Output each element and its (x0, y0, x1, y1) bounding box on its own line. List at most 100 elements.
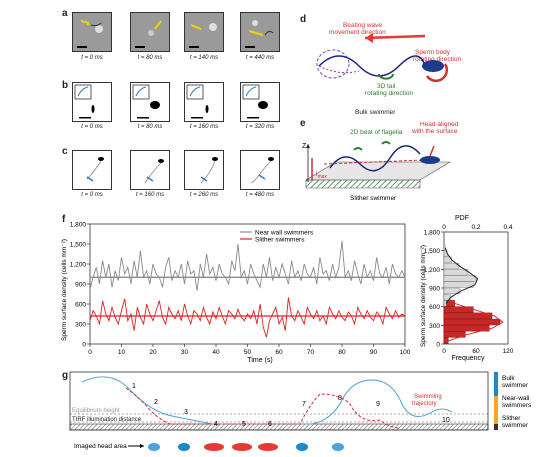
panel-d-diagram: Beating wave movement direction Sperm bo… (316, 22, 461, 97)
time-label-b-3: t = 160 ms (189, 124, 219, 130)
imaged-head-marker (178, 443, 190, 451)
hist-ytick-label: 1,500 (424, 248, 441, 255)
trace-c-2 (130, 150, 170, 190)
trajectory-step-2: 2 (154, 399, 158, 406)
time-label-c-3: t = 260 ms (189, 192, 219, 198)
trace-b-4 (240, 82, 280, 122)
swimming-trajectory (125, 387, 401, 429)
ts-xtick-label: 20 (149, 349, 157, 356)
micrograph-a-1 (72, 12, 112, 52)
trajectory-step-5: 5 (242, 421, 246, 428)
lmax-label: lmax (316, 171, 327, 180)
hist-pdf-tick-label: 0 (442, 224, 446, 231)
beating-wave-label-2: movement direction (329, 29, 386, 36)
imaged-head-label: Imaged head area (74, 443, 127, 450)
panel-e-diagram: Bulk swimmer Head aligned with the surfa… (302, 109, 459, 202)
panel-label-e: e (300, 118, 306, 129)
panel-g-diagram: Equilibrium height TIRF illumination dis… (69, 371, 532, 451)
ts-xtick-label: 50 (244, 349, 252, 356)
trace-c-4 (240, 150, 280, 190)
hist-pdf-label: PDF (455, 215, 469, 222)
hist-ylabel: Sperm surface density (cells mm⁻²) (420, 245, 427, 347)
flagellum-wave (318, 55, 426, 77)
micrograph-a-4 (240, 12, 280, 52)
hist-xlabel: Frequency (451, 355, 485, 362)
hist-ytick-label: 300 (429, 323, 440, 330)
panel-label-a: a (62, 8, 68, 19)
ts-xtick-label: 60 (275, 349, 283, 356)
head-aligned-label-1: Head aligned (420, 121, 459, 128)
ts-legend-label: Slither swimmers (255, 236, 305, 243)
hist-ytick-label: 0 (436, 342, 440, 349)
slither-swimmer-label: Slither swimmer (350, 195, 397, 202)
ts-ytick-label: 300 (75, 322, 86, 329)
imaged-head-marker (258, 443, 278, 451)
hist-pdf-curve-slither (447, 296, 504, 342)
hist-bar-near-wall (443, 269, 469, 276)
body-rotation-label-1: Sperm body (415, 49, 451, 56)
hist-xtick-label: 60 (472, 348, 480, 355)
tail-rotation-label-1: 3D tail (377, 83, 396, 90)
trajectory-step-6: 6 (268, 421, 272, 428)
ts-xtick-label: 80 (338, 349, 346, 356)
hist-xtick-label: 0 (442, 348, 446, 355)
legend-bulk-bar (494, 372, 498, 396)
tirf-label: TIRF illumination distance (72, 417, 142, 423)
ts-ytick-label: 1,500 (70, 242, 87, 249)
trajectory-step-7: 7 (302, 401, 306, 408)
bulk-swimmer-label: Bulk swimmer (355, 109, 396, 116)
g-flagellum-traces (81, 376, 453, 425)
trajectory-label-1: Swimming (414, 394, 442, 400)
micrograph-a-3 (184, 12, 224, 52)
ts-xtick-label: 70 (307, 349, 315, 356)
time-label-a-3: t = 140 ms (189, 55, 219, 61)
hist-bar-near-wall (443, 300, 447, 307)
legend-slither-2: swimmer (502, 422, 529, 429)
slither-flagellum (329, 145, 421, 172)
panel-label-b: b (62, 80, 69, 91)
imaged-head-marker (232, 443, 252, 451)
time-label-a-4: t = 440 ms (245, 55, 275, 61)
hist-bar-slither (443, 312, 493, 319)
surface-plane (304, 161, 452, 181)
ts-ytick-label: 0 (82, 342, 86, 349)
time-label-a-1: t = 0 ms (81, 55, 103, 61)
ts-ytick-label: 1,200 (70, 262, 87, 269)
legend-slither-bar (494, 424, 498, 430)
micrograph-a-2 (130, 12, 170, 52)
legend-bulk-2: swimmer (502, 382, 529, 389)
ts-series-slither (89, 297, 406, 338)
z-axis-label: Z (302, 143, 307, 150)
ts-xtick-label: 10 (118, 349, 126, 356)
tail-rotation-label-2: rotating direction (365, 90, 413, 97)
hist-bar-slither (443, 325, 490, 332)
flagella-beat-label: 2D beat of flagella (350, 129, 403, 136)
trajectory-step-8: 8 (338, 395, 342, 402)
trajectory-step-3: 3 (184, 409, 188, 416)
legend-near-2: swimmers (502, 402, 532, 409)
trace-b-3 (184, 82, 224, 122)
time-label-b-4: t = 320 ms (245, 124, 275, 130)
trajectory-step-1: 1 (132, 383, 136, 390)
trajectory-step-10: 10 (442, 417, 450, 424)
time-label-c-4: t = 480 ms (245, 192, 275, 198)
hist-bar-slither (443, 331, 466, 338)
ts-legend-label: Near wall swimmers (255, 229, 314, 236)
hist-bar-slither (443, 318, 501, 326)
body-rotation-arrow (425, 63, 449, 83)
time-label-c-2: t = 160 ms (135, 192, 165, 198)
ts-series-near-wall (89, 240, 406, 291)
ts-xlabel: Time (s) (247, 357, 272, 364)
panel-label-g: g (62, 370, 69, 381)
tail-rotation-arrow (378, 73, 394, 80)
trajectory-step-4: 4 (214, 421, 218, 428)
legend-bulk-1: Bulk (502, 375, 515, 382)
hist-bar-near-wall (443, 287, 461, 295)
time-label-c-1: t = 0 ms (81, 192, 103, 198)
hist-pdf-tick-label: 0.2 (471, 224, 480, 231)
ts-xtick-label: 30 (181, 349, 189, 356)
legend-slither-1: Slither (502, 415, 521, 422)
wave-direction-arrow (364, 34, 426, 40)
trace-c-1 (72, 150, 112, 190)
